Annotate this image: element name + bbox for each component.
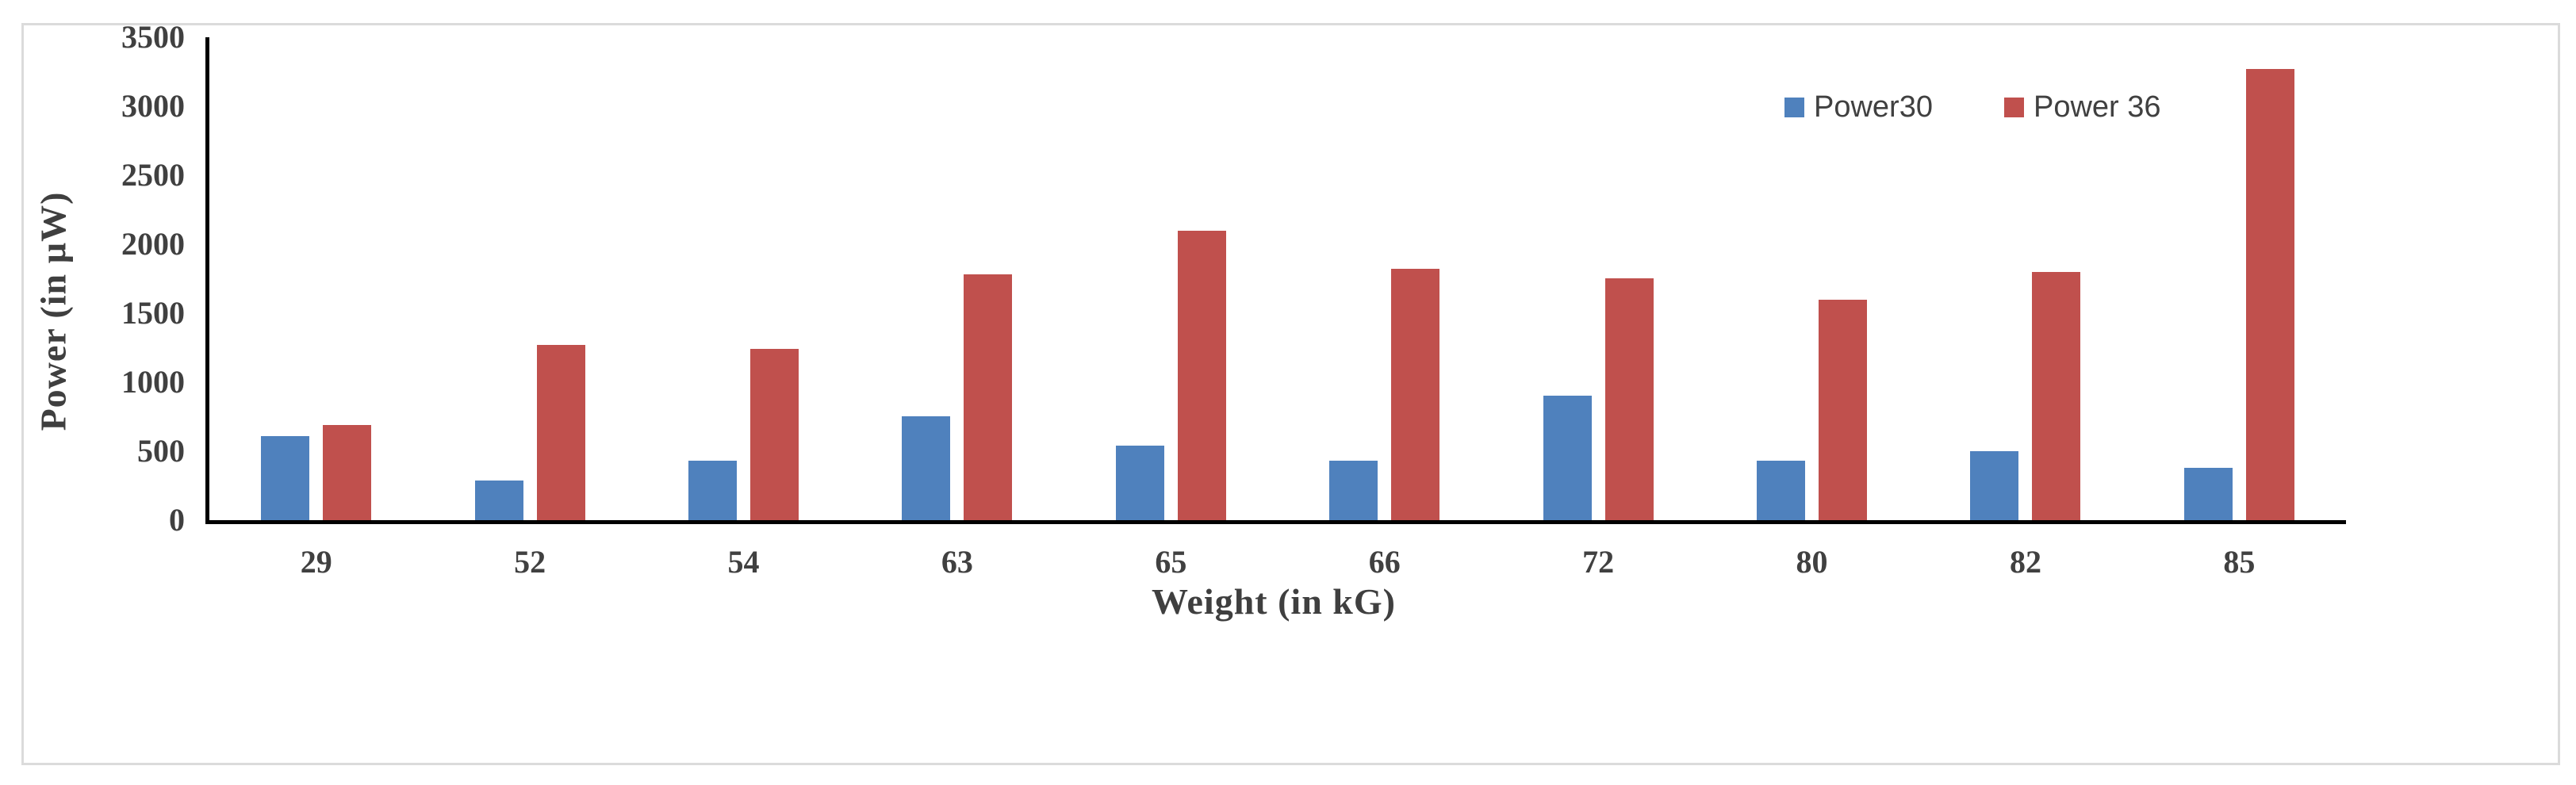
category-slot: 65: [1064, 37, 1278, 578]
bar-pair: [1115, 231, 1226, 520]
bar-slots: 29 52 54 63 65 66 72 80 82 85: [209, 37, 2346, 578]
category-slot: 54: [637, 37, 850, 578]
bar-power-36: [1177, 231, 1226, 520]
category-slot: 63: [850, 37, 1064, 578]
bar-pair: [2183, 69, 2294, 520]
bar-pair: [902, 274, 1013, 520]
bar-power-36: [1391, 269, 1440, 520]
bar-power-36: [750, 349, 799, 520]
chart-container: Power (in µW) 0 500 1000 1500 2000 2500 3000 35…: [21, 21, 2560, 765]
x-tick-label: 65: [1155, 544, 1187, 580]
bar-power30: [902, 416, 951, 520]
bar-power-36: [323, 425, 372, 520]
y-tick-label: 3000: [121, 88, 185, 124]
legend-swatch-icon: [1784, 97, 1804, 117]
category-slot: 85: [2133, 37, 2346, 578]
bar-power-36: [2032, 272, 2081, 520]
y-tick-label: 500: [137, 433, 185, 469]
y-tick-label: 1000: [121, 364, 185, 400]
y-axis-tick-labels: 0 500 1000 1500 2000 2500 3000 3500: [90, 21, 185, 536]
bar-power30: [1543, 396, 1592, 520]
bar-power30: [474, 481, 523, 520]
bar-pair: [261, 425, 372, 520]
plot-area: 0 500 1000 1500 2000 2500 3000 3500 29 52 54 63 65 6…: [121, 21, 2346, 578]
bar-power30: [1329, 461, 1378, 520]
bar-power-36: [2245, 69, 2294, 520]
y-tick-label: 0: [169, 502, 185, 538]
bar-pair: [474, 345, 585, 520]
bar-power30: [2183, 468, 2233, 520]
legend-item: Power 36: [2003, 90, 2161, 124]
legend-item: Power30: [1784, 92, 1933, 122]
bar-power30: [1970, 451, 2019, 520]
x-tick-label: 80: [1796, 544, 1828, 580]
y-axis-title: Power (in µW): [33, 191, 74, 431]
x-tick-label: 66: [1368, 544, 1401, 580]
y-axis-title-wrap: Power (in µW): [25, 89, 81, 533]
x-tick-label: 29: [300, 544, 332, 580]
x-tick-label: 72: [1582, 544, 1615, 580]
bar-power-36: [1604, 278, 1654, 520]
bar-pair: [1757, 300, 1868, 520]
bar-power-36: [1819, 300, 1868, 520]
bar-pair: [1329, 269, 1440, 520]
bar-power-36: [536, 345, 585, 520]
category-slot: 29: [209, 37, 423, 578]
bar-power30: [1757, 461, 1806, 520]
y-tick-label: 2500: [121, 157, 185, 193]
bar-power30: [688, 461, 738, 520]
legend-label: Power30: [1814, 90, 1933, 124]
legend-label: Power 36: [2033, 90, 2161, 124]
bar-power30: [1115, 446, 1164, 520]
y-tick-label: 2000: [121, 226, 185, 262]
category-slot: 72: [1491, 37, 1704, 578]
bar-power30: [261, 436, 310, 520]
bar-pair: [1970, 272, 2081, 520]
legend-swatch-icon: [2003, 97, 2024, 117]
category-slot: 52: [423, 37, 636, 578]
x-tick-label: 52: [514, 544, 546, 580]
category-slot: 82: [1919, 37, 2132, 578]
x-tick-label: 54: [727, 544, 760, 580]
bar-pair: [688, 349, 799, 520]
x-tick-label: 63: [941, 544, 973, 580]
category-slot: 66: [1278, 37, 1491, 578]
category-slot: 80: [1705, 37, 1919, 578]
legend: Power30 Power 36: [1784, 92, 2161, 122]
x-axis-title: Weight (in kG): [1152, 581, 1396, 622]
bar-pair: [1543, 278, 1654, 520]
y-tick-label: 3500: [121, 19, 185, 55]
y-tick-label: 1500: [121, 295, 185, 331]
x-tick-label: 85: [2223, 544, 2256, 580]
x-tick-label: 82: [2009, 544, 2041, 580]
bar-power-36: [964, 274, 1013, 520]
